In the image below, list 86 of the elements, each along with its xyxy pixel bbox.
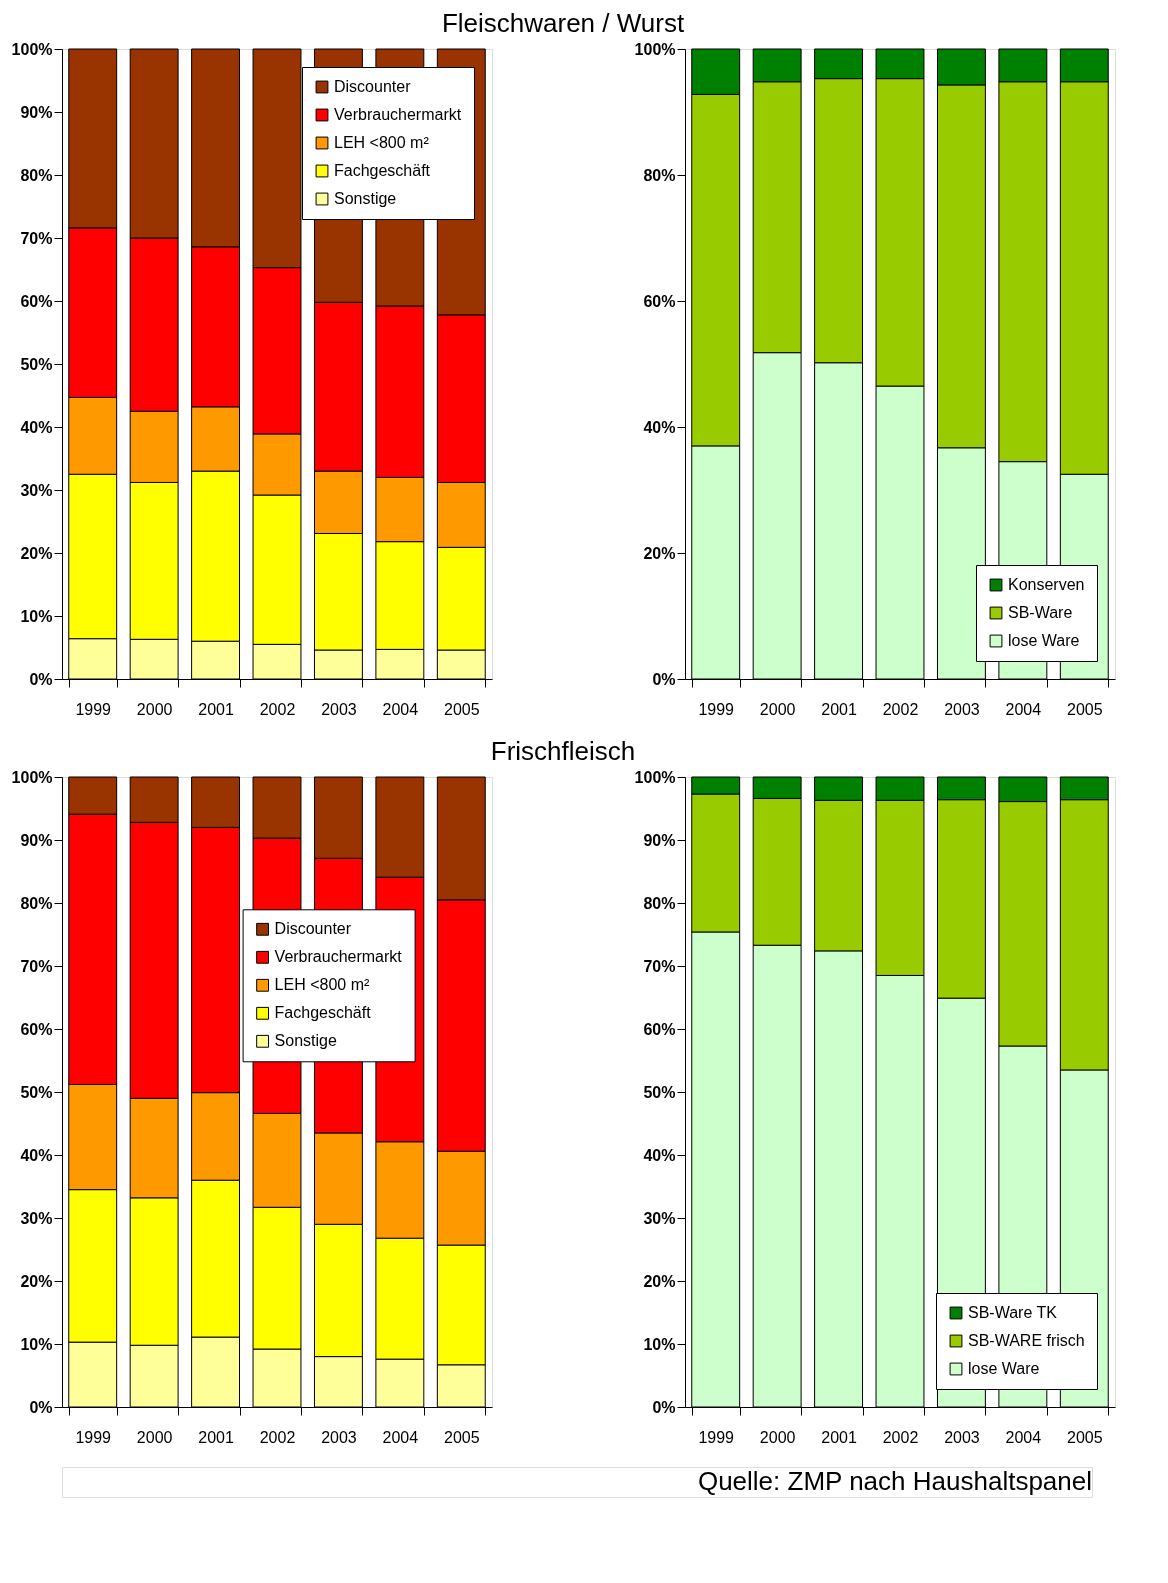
source-note: Quelle: ZMP nach Haushaltspanel [697, 1466, 1092, 1496]
y-tick-label: 40% [20, 1146, 53, 1164]
y-tick-label: 10% [643, 1335, 676, 1353]
y-tick-label: 80% [20, 166, 53, 184]
y-tick-label: 0% [652, 670, 676, 688]
x-tick-label: 1999 [698, 700, 735, 718]
y-tick-label: 20% [643, 544, 676, 562]
y-tick-label: 80% [20, 894, 53, 912]
x-tick-label: 2000 [759, 700, 796, 718]
y-tick-label: 60% [643, 292, 676, 310]
y-tick-label: 60% [20, 292, 53, 310]
legend-label: Fachgeschäft [334, 162, 431, 179]
x-tick-label: 1999 [75, 1428, 112, 1446]
y-tick-label: 100% [634, 768, 676, 786]
y-tick-label: 100% [11, 40, 53, 58]
legend-label: Verbrauchermarkt [274, 948, 403, 966]
y-tick-label: 80% [643, 166, 676, 184]
y-tick-label: 40% [643, 1146, 676, 1164]
x-tick-label: 2005 [443, 1428, 480, 1446]
x-tick-label: 2004 [1005, 1428, 1042, 1446]
y-tick-label: 80% [643, 894, 676, 912]
y-tick-label: 0% [652, 1398, 676, 1416]
y-tick-label: 0% [29, 670, 53, 688]
y-tick-label: 30% [643, 1209, 676, 1227]
x-tick-label: 2000 [136, 700, 173, 718]
x-tick-label: 2002 [259, 1428, 296, 1446]
x-tick-label: 2005 [1066, 1428, 1103, 1446]
x-tick-label: 1999 [75, 700, 112, 718]
y-tick-label: 70% [20, 229, 53, 247]
x-tick-label: 2000 [759, 1428, 796, 1446]
y-tick-label: 90% [20, 103, 53, 121]
y-tick-label: 90% [643, 831, 676, 849]
y-tick-label: 100% [634, 40, 676, 58]
legend-label: Verbrauchermarkt [334, 106, 462, 123]
y-tick-label: 20% [643, 1272, 676, 1290]
y-tick-label: 60% [643, 1020, 676, 1038]
legend-label: lose Ware [968, 1360, 1040, 1377]
x-tick-label: 2004 [1005, 700, 1042, 718]
y-tick-label: 70% [20, 957, 53, 975]
x-tick-label: 2003 [944, 1428, 980, 1446]
x-tick-label: 2001 [821, 1428, 857, 1446]
y-tick-label: 100% [11, 768, 53, 786]
x-tick-label: 2002 [882, 700, 919, 718]
x-tick-label: 2003 [321, 700, 357, 718]
legend-label: LEH <800 m² [274, 976, 370, 994]
x-tick-label: 2000 [136, 1428, 173, 1446]
text: Fleischwaren / Wurst [441, 7, 685, 38]
x-tick-label: 2005 [1066, 700, 1103, 718]
legend-label: Discounter [334, 78, 412, 95]
legend-label: Sonstige [274, 1032, 337, 1050]
y-tick-label: 90% [20, 831, 53, 849]
x-tick-label: 1999 [698, 1428, 735, 1446]
x-tick-label: 2004 [382, 700, 419, 718]
y-tick-label: 70% [643, 957, 676, 975]
legend-label: LEH <800 m² [334, 134, 430, 151]
x-tick-label: 2002 [882, 1428, 919, 1446]
legend-label: Discounter [274, 920, 352, 938]
y-tick-label: 30% [20, 1209, 53, 1227]
x-tick-label: 2001 [198, 700, 234, 718]
x-tick-label: 2001 [821, 700, 857, 718]
y-tick-label: 20% [20, 544, 53, 562]
x-tick-label: 2005 [443, 700, 480, 718]
y-tick-label: 10% [20, 1335, 53, 1353]
y-tick-label: 40% [20, 418, 53, 436]
y-tick-label: 40% [643, 418, 676, 436]
x-tick-label: 2003 [321, 1428, 357, 1446]
y-tick-label: 20% [20, 1272, 53, 1290]
legend-label: lose Ware [1008, 632, 1080, 649]
x-tick-label: 2002 [259, 700, 296, 718]
y-tick-label: 0% [29, 1398, 53, 1416]
x-tick-label: 2001 [198, 1428, 234, 1446]
x-tick-label: 2004 [382, 1428, 419, 1446]
y-tick-label: 50% [20, 1083, 53, 1101]
y-tick-label: 30% [20, 481, 53, 499]
legend-label: SB-Ware [1008, 604, 1073, 621]
legend-label: Fachgeschäft [274, 1004, 372, 1022]
legend-label: Konserven [1008, 576, 1085, 593]
text: Frischfleisch [490, 735, 636, 766]
y-tick-label: 50% [643, 1083, 676, 1101]
y-tick-label: 10% [20, 607, 53, 625]
x-tick-label: 2003 [944, 700, 980, 718]
y-tick-label: 50% [20, 355, 53, 373]
y-tick-label: 60% [20, 1020, 53, 1038]
legend-label: SB-WARE frisch [968, 1332, 1085, 1349]
legend-label: Sonstige [334, 190, 397, 207]
legend-label: SB-Ware TK [968, 1304, 1058, 1321]
